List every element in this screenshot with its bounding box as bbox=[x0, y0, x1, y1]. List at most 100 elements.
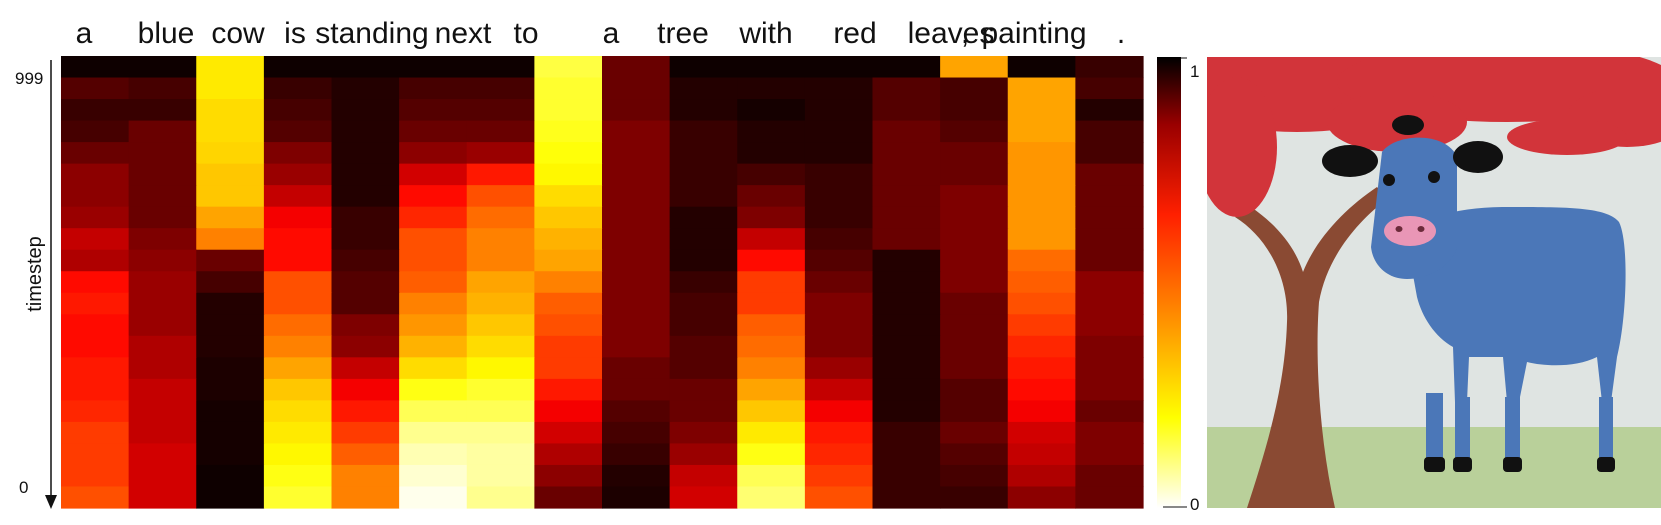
token-label: , bbox=[961, 17, 969, 50]
heatmap-cell bbox=[263, 400, 333, 423]
heatmap-cell bbox=[1075, 185, 1144, 208]
y-axis-label: timestep bbox=[24, 236, 46, 312]
heatmap-cell bbox=[128, 163, 197, 186]
heatmap-cell bbox=[1007, 120, 1076, 143]
heatmap-cell bbox=[399, 206, 468, 229]
heatmap-cell bbox=[1075, 120, 1144, 143]
heatmap-cell bbox=[1007, 228, 1076, 251]
heatmap-cell bbox=[940, 400, 1009, 423]
heatmap-cell bbox=[940, 77, 1009, 100]
heatmap-cell bbox=[128, 464, 197, 488]
heatmap-cell bbox=[737, 292, 806, 315]
token-label: to bbox=[513, 17, 538, 50]
heatmap-cell bbox=[534, 378, 603, 401]
heatmap-cell bbox=[669, 163, 738, 186]
heatmap-cell bbox=[263, 314, 333, 337]
heatmap-cell bbox=[331, 249, 400, 272]
token-label: next bbox=[435, 17, 492, 50]
heatmap-cell bbox=[61, 142, 130, 165]
heatmap-cell bbox=[331, 443, 400, 466]
heatmap-cell bbox=[331, 163, 400, 186]
timestep-arrow-head bbox=[45, 495, 57, 509]
heatmap-cell bbox=[804, 99, 874, 122]
heatmap-cell bbox=[602, 120, 671, 143]
heatmap-cell bbox=[669, 185, 738, 208]
heatmap-cell bbox=[196, 142, 265, 165]
heatmap-cell bbox=[263, 486, 333, 509]
heatmap-cell bbox=[263, 99, 333, 122]
heatmap-cell bbox=[940, 292, 1009, 315]
heatmap-cell bbox=[940, 142, 1009, 165]
heatmap-cell bbox=[534, 142, 603, 165]
heatmap-cell bbox=[61, 77, 130, 100]
heatmap-cell bbox=[804, 249, 874, 272]
heatmap-cell bbox=[196, 292, 265, 315]
heatmap-cell bbox=[602, 206, 671, 229]
heatmap-cell bbox=[534, 77, 603, 100]
timestep-axis: 999 0 timestep bbox=[15, 60, 57, 509]
heatmap-cell bbox=[196, 378, 265, 401]
heatmap-cell bbox=[466, 400, 535, 423]
heatmap-cell bbox=[1075, 400, 1144, 423]
heatmap-cell bbox=[466, 443, 535, 466]
heatmap-cell bbox=[737, 335, 806, 358]
heatmap-cell bbox=[128, 443, 197, 466]
heatmap-cell bbox=[263, 77, 333, 100]
heatmap-cell bbox=[128, 292, 197, 315]
heatmap-cell bbox=[399, 378, 468, 401]
colorbar: 1 0 bbox=[1157, 57, 1199, 514]
heatmap-cell bbox=[128, 185, 197, 208]
heatmap-cell bbox=[1075, 249, 1144, 272]
heatmap-cell bbox=[737, 77, 806, 100]
painting-blue-cow bbox=[1322, 115, 1626, 472]
heatmap-cell bbox=[196, 357, 265, 380]
heatmap-cell bbox=[196, 464, 265, 488]
heatmap-cell bbox=[669, 271, 738, 294]
heatmap-cell bbox=[263, 142, 333, 165]
heatmap-cell bbox=[399, 249, 468, 272]
heatmap-cell bbox=[331, 292, 400, 315]
heatmap-cell bbox=[399, 271, 468, 294]
heatmap-cell bbox=[669, 206, 738, 229]
heatmap-cell bbox=[263, 228, 333, 251]
heatmap-cell bbox=[196, 421, 265, 445]
heatmap-cell bbox=[602, 142, 671, 165]
heatmap-cell bbox=[534, 443, 603, 466]
heatmap-cell bbox=[602, 443, 671, 466]
heatmap-cell bbox=[399, 357, 468, 380]
heatmap-cell bbox=[602, 228, 671, 251]
heatmap-cell bbox=[602, 378, 671, 401]
heatmap-cell bbox=[737, 486, 806, 509]
heatmap-cell bbox=[737, 56, 806, 79]
heatmap-cell bbox=[602, 77, 671, 100]
heatmap-cell bbox=[872, 400, 941, 423]
heatmap-cell bbox=[1075, 314, 1144, 337]
heatmap-cell bbox=[466, 292, 535, 315]
heatmap-cell bbox=[804, 292, 874, 315]
heatmap-cell bbox=[872, 228, 941, 251]
heatmap-cell bbox=[196, 163, 265, 186]
heatmap-cell bbox=[872, 464, 941, 488]
heatmap-cell bbox=[331, 120, 400, 143]
token-label: is bbox=[284, 17, 306, 50]
heatmap-cell bbox=[534, 335, 603, 358]
heatmap-cell bbox=[940, 443, 1009, 466]
heatmap-cell bbox=[940, 335, 1009, 358]
heatmap-cell bbox=[196, 228, 265, 251]
y-tick-999: 999 bbox=[15, 69, 43, 88]
heatmap-cell bbox=[196, 400, 265, 423]
heatmap-cell bbox=[804, 421, 874, 445]
heatmap-cell bbox=[534, 400, 603, 423]
heatmap-cell bbox=[940, 99, 1009, 122]
heatmap-cell bbox=[940, 56, 1009, 79]
heatmap-cell bbox=[804, 185, 874, 208]
heatmap-cell bbox=[669, 400, 738, 423]
heatmap-cell bbox=[466, 120, 535, 143]
heatmap-cell bbox=[263, 421, 333, 445]
heatmap-cell bbox=[331, 314, 400, 337]
heatmap-cell bbox=[196, 249, 265, 272]
heatmap-cell bbox=[399, 443, 468, 466]
heatmap-cell bbox=[872, 56, 941, 79]
heatmap-cell bbox=[804, 486, 874, 509]
